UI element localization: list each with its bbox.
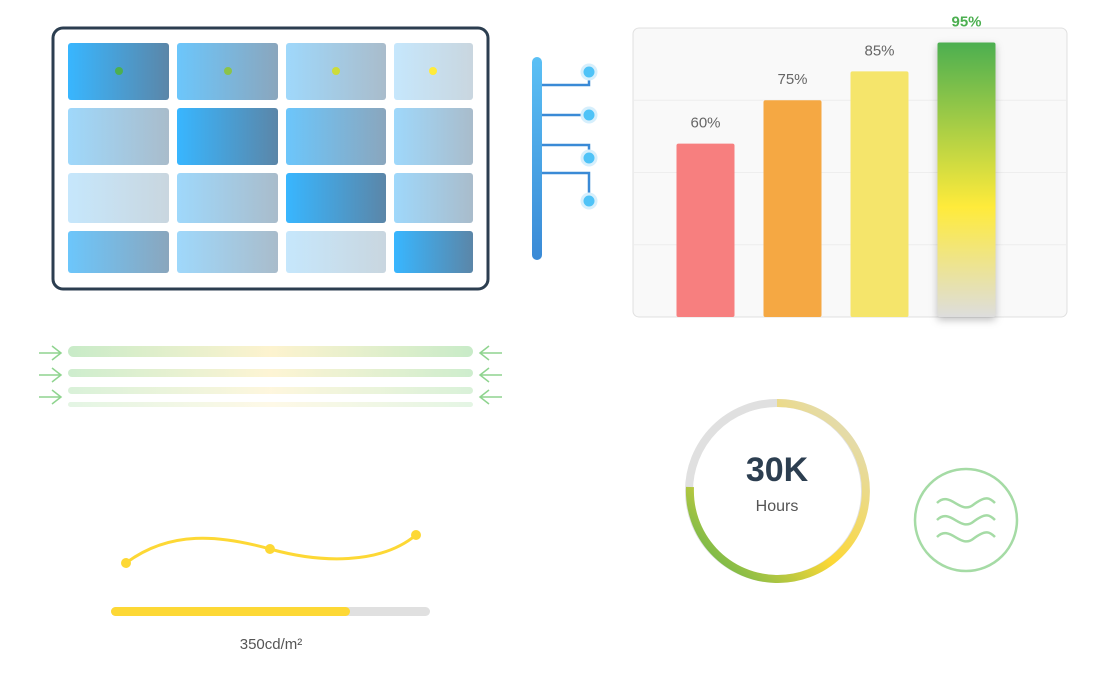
value-label: 75% [777, 71, 807, 88]
brightness-widget: 350cd/m² [111, 530, 430, 653]
bar [763, 100, 822, 317]
value-label: 85% [864, 42, 894, 59]
connector [532, 57, 598, 260]
light-lines [39, 345, 502, 407]
bar [676, 143, 735, 317]
brightness-label: 350cd/m² [240, 636, 303, 653]
bar [937, 42, 996, 317]
value-label: 60% [690, 115, 720, 132]
wave-icon [913, 467, 1019, 573]
bar-chart: 60% 75% 85% 95% [634, 13, 1066, 317]
gauge-label: Hours [756, 498, 799, 515]
tile-panel [51, 26, 490, 291]
bar [850, 71, 909, 317]
value-label: 95% [951, 13, 981, 30]
gauge-value: 30K [746, 451, 809, 489]
hours-gauge: 30K Hours [685, 398, 870, 583]
